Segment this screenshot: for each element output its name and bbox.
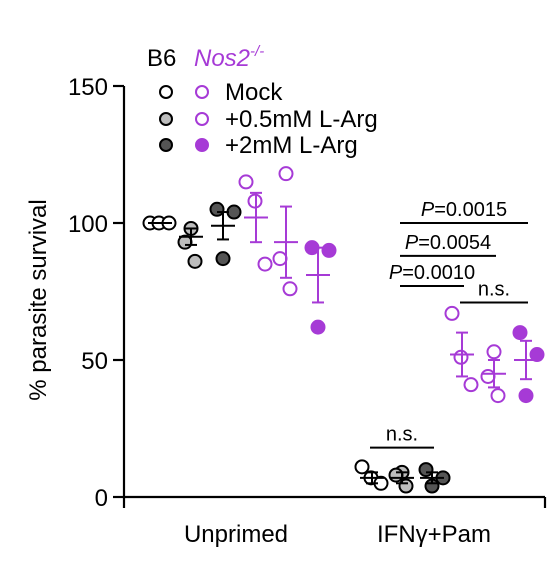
data-point bbox=[321, 242, 337, 258]
data-group bbox=[480, 344, 506, 404]
data-point bbox=[215, 251, 231, 267]
data-group bbox=[142, 215, 177, 231]
data-point bbox=[282, 281, 298, 297]
data-point bbox=[209, 201, 225, 217]
legend: B6 Nos2-/- Mock +0.5mM L-Arg +2mM L-Arg bbox=[147, 43, 378, 159]
data-point bbox=[490, 388, 506, 404]
data-group bbox=[177, 220, 203, 269]
data-point bbox=[354, 459, 370, 475]
data-point bbox=[518, 388, 534, 404]
data-point bbox=[226, 204, 242, 220]
significance-label: n.s. bbox=[478, 278, 510, 300]
data-group bbox=[512, 325, 545, 404]
data-point bbox=[238, 174, 254, 190]
y-tick-label: 100 bbox=[68, 211, 108, 238]
data-group bbox=[354, 459, 389, 491]
legend-genotype-nos2-sup: -/- bbox=[250, 43, 264, 60]
significance-label: P=0.0015 bbox=[421, 199, 507, 221]
y-axis-label: % parasite survival bbox=[25, 199, 52, 400]
data-group bbox=[304, 240, 337, 335]
legend-label-two-mm: +2mM L-Arg bbox=[225, 132, 358, 159]
significance-label: P=0.0010 bbox=[389, 262, 475, 284]
legend-genotype-b6: B6 bbox=[147, 45, 176, 72]
data-point bbox=[444, 305, 460, 321]
data-group bbox=[418, 462, 451, 494]
legend-symbol-b6 bbox=[159, 112, 173, 126]
data-point bbox=[257, 256, 273, 272]
legend-symbol-nos2 bbox=[195, 85, 209, 99]
y-ticks: 0 50 100 150 bbox=[68, 74, 124, 512]
legend-symbol-nos2 bbox=[195, 138, 209, 152]
legend-symbol-b6 bbox=[159, 85, 173, 99]
data-group bbox=[209, 201, 242, 267]
y-tick-label: 0 bbox=[95, 485, 108, 512]
data-group bbox=[238, 174, 273, 272]
data-point bbox=[486, 344, 502, 360]
y-tick-label: 50 bbox=[81, 348, 108, 375]
legend-genotype-nos2-base: Nos2 bbox=[194, 45, 250, 72]
data-point bbox=[418, 462, 434, 478]
data-point bbox=[187, 253, 203, 269]
data-point bbox=[388, 467, 404, 483]
legend-symbol-nos2 bbox=[195, 112, 209, 126]
data-point bbox=[480, 368, 496, 384]
data-group bbox=[388, 464, 414, 494]
data-group bbox=[444, 305, 479, 393]
significance-label: n.s. bbox=[386, 424, 418, 446]
x-category-label-unprimed: Unprimed bbox=[184, 521, 288, 548]
legend-label-half-mm: +0.5mM L-Arg bbox=[225, 106, 378, 133]
data-point bbox=[272, 251, 288, 267]
axes: % parasite survival Unprimed IFNγ+Pam bbox=[25, 86, 547, 548]
data-marks bbox=[142, 166, 545, 494]
data-point bbox=[512, 325, 528, 341]
significance-label: P=0.0054 bbox=[405, 232, 491, 254]
data-point bbox=[463, 377, 479, 393]
legend-label-mock: Mock bbox=[225, 79, 283, 106]
y-tick-label: 150 bbox=[68, 74, 108, 101]
data-point bbox=[310, 319, 326, 335]
x-category-label-ifng-pam: IFNγ+Pam bbox=[377, 521, 491, 548]
legend-symbol-b6 bbox=[159, 138, 173, 152]
data-point bbox=[278, 166, 294, 182]
data-point bbox=[529, 347, 545, 363]
legend-genotype-nos2: Nos2-/- bbox=[194, 43, 264, 72]
data-group bbox=[272, 166, 298, 297]
